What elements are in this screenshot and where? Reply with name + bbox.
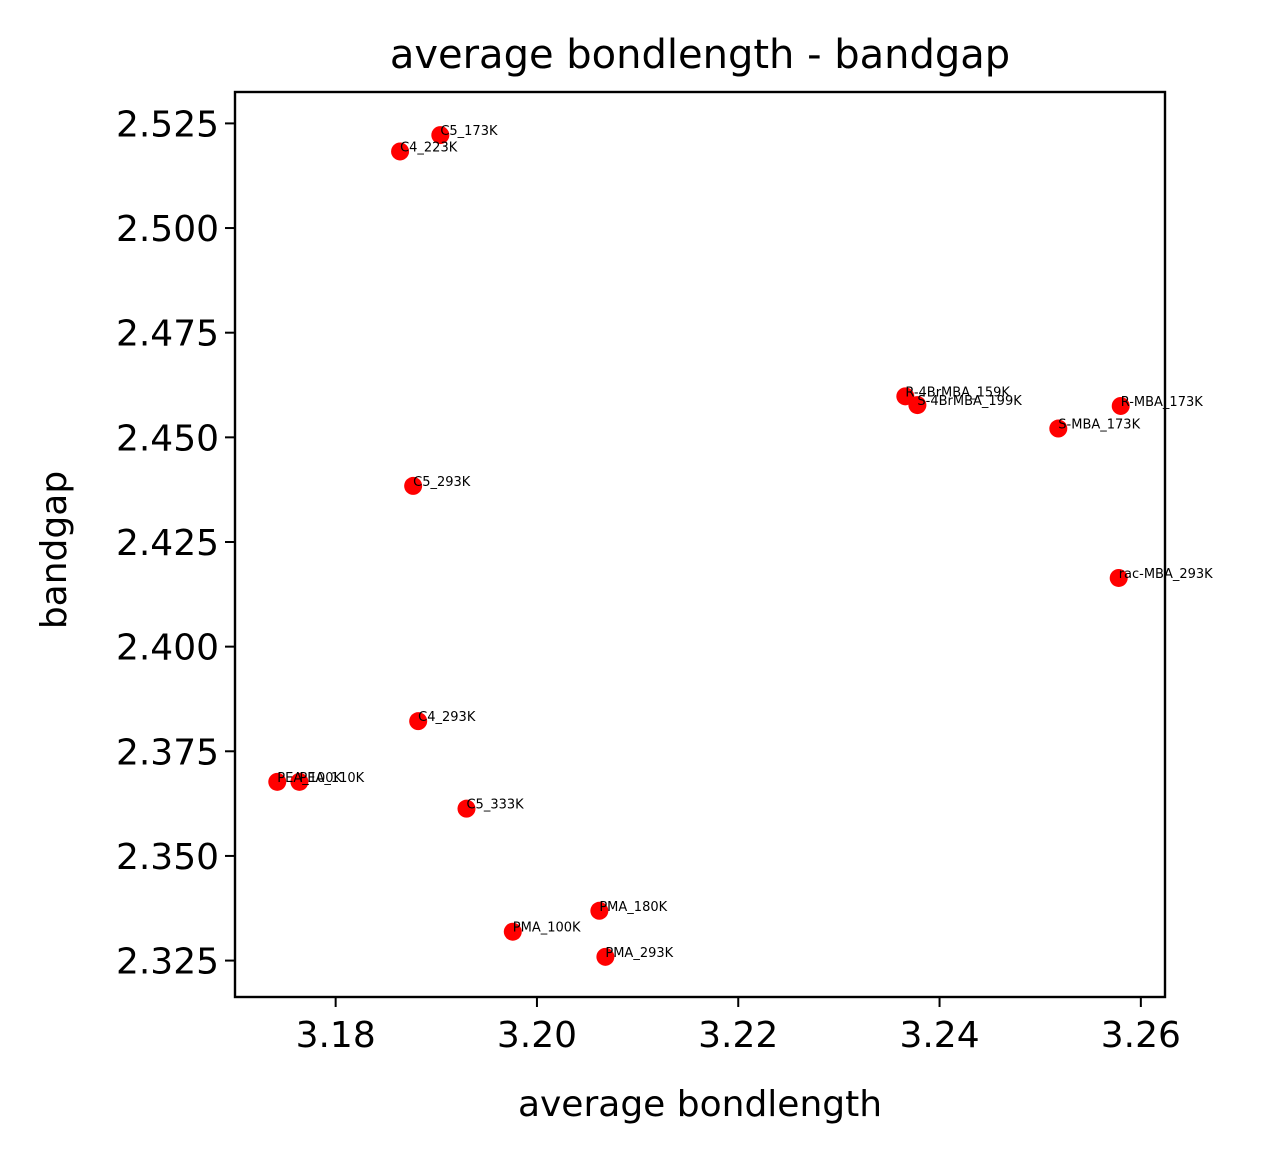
- point-label: S-MBA_173K: [1058, 418, 1140, 433]
- y-tick-label: 2.375: [116, 732, 219, 773]
- point-label: PEA_100K: [277, 771, 342, 786]
- y-tick-label: 2.500: [116, 209, 219, 250]
- x-axis-ticks: 3.18 3.20 3.22 3.24 3.26: [296, 997, 1181, 1056]
- y-tick-label: 2.325: [116, 942, 219, 983]
- x-tick-label: 3.20: [497, 1015, 577, 1056]
- data-point: [503, 922, 522, 941]
- point-label: R-4BrMBA_159K: [905, 385, 1010, 400]
- point-label: C4_293K: [418, 710, 476, 725]
- x-tick-label: 3.18: [296, 1015, 376, 1056]
- point-label: PMA_100K: [513, 921, 581, 936]
- data-point: [1109, 568, 1128, 587]
- data-point: [409, 712, 428, 731]
- point-label: C5_173K: [440, 124, 498, 139]
- data-point: [431, 126, 450, 145]
- point-label: PMA_180K: [599, 900, 667, 915]
- data-point: [596, 947, 615, 966]
- x-tick-label: 3.24: [899, 1015, 979, 1056]
- data-point: [290, 772, 309, 791]
- point-label: PEA_110K: [299, 771, 364, 786]
- point-label: PMA_293K: [605, 946, 673, 961]
- point-label: C5_333K: [466, 798, 524, 813]
- x-tick-label: 3.26: [1101, 1015, 1181, 1056]
- data-point: [590, 901, 609, 920]
- y-tick-label: 2.400: [116, 628, 219, 669]
- y-tick-label: 2.475: [116, 314, 219, 355]
- y-tick-label: 2.525: [116, 104, 219, 145]
- y-tick-label: 2.450: [116, 418, 219, 459]
- plot-frame: [233, 90, 1167, 999]
- data-point: [457, 799, 476, 818]
- data-point: [1111, 396, 1130, 415]
- y-axis-ticks: 2.325 2.350 2.375 2.400 2.425 2.450 2.475 2.500…: [116, 104, 235, 983]
- point-label: R-MBA_173K: [1121, 395, 1204, 410]
- chart-title: average bondlength - bandgap: [390, 32, 1010, 78]
- data-point: [908, 396, 927, 415]
- x-axis-label: average bondlength: [518, 1084, 882, 1125]
- data-point: [404, 476, 423, 495]
- y-tick-label: 2.350: [116, 837, 219, 878]
- point-label: C4_223K: [400, 140, 458, 155]
- data-point: [391, 142, 410, 161]
- data-point: [268, 772, 287, 791]
- data-point: [1049, 419, 1068, 438]
- y-tick-label: 2.425: [116, 523, 219, 564]
- point-label: C5_293K: [413, 475, 471, 490]
- point-label: S-4BrMBA_199K: [917, 394, 1022, 409]
- y-axis-label: bandgap: [34, 471, 75, 629]
- x-tick-label: 3.22: [698, 1015, 778, 1056]
